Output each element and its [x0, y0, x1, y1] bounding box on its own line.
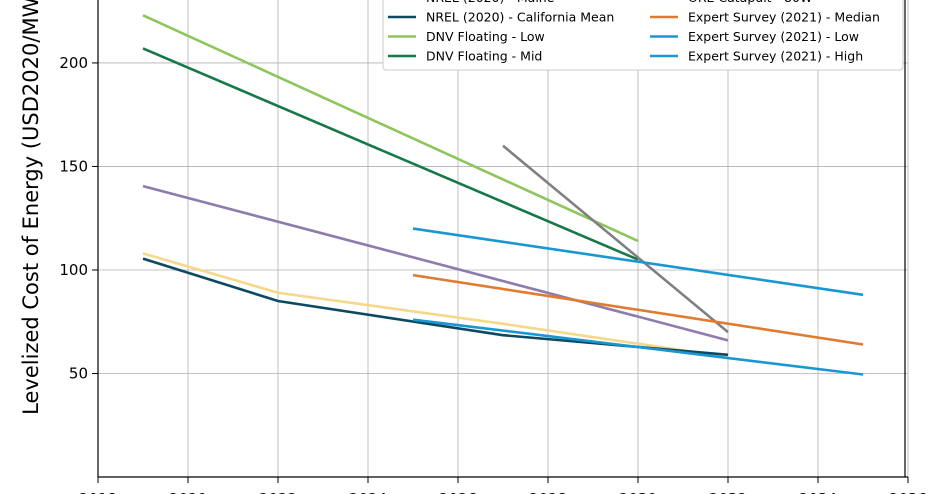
series-line [142, 257, 729, 357]
series-line [142, 47, 639, 261]
legend-box [382, 0, 904, 71]
series-line [412, 227, 864, 297]
y-tick-label: 50 [69, 364, 88, 382]
legend-label: Expert Survey (2021) - Low [688, 29, 859, 44]
series-line [502, 144, 729, 334]
series-line [412, 318, 864, 376]
series-line [142, 184, 729, 342]
series-line [142, 252, 729, 359]
grid [97, 0, 909, 477]
legend-label: DNV Floating - Low [426, 29, 545, 44]
series-line [412, 273, 864, 346]
series-line [142, 14, 639, 243]
legend-label: Expert Survey (2021) - Median [688, 10, 880, 25]
y-axis-label: Levelized Cost of Energy (USD2020/MWh) [19, 0, 43, 415]
x-tick-label: 2026 [439, 490, 477, 494]
legend: NREL (2020) - Maine NREL (2020) - Califor… [382, 0, 904, 71]
legend-label: DNV Floating - Mid [426, 49, 542, 64]
x-tick-label: 2018 [79, 490, 117, 494]
legend-label: NREL (2020) - California Mean [426, 10, 614, 25]
x-tick-label: 2036 [889, 490, 927, 494]
plot-lines [142, 14, 864, 376]
legend-label: Expert Survey (2021) - High [688, 49, 863, 64]
legend-label: ORE Catapult - 80W [688, 0, 812, 5]
y-tick-label: 100 [59, 261, 88, 279]
x-tick-label: 2034 [799, 490, 837, 494]
x-tick-label: 2030 [619, 490, 657, 494]
x-tick-label: 2024 [349, 490, 387, 494]
x-tick-label: 2020 [169, 490, 207, 494]
legend-label: NREL (2020) - Maine [426, 0, 555, 5]
axes: 2018 2020 2022 2024 2026 2028 2030 2032 2034 2036… [59, 0, 927, 494]
x-tick-label: 2028 [529, 490, 567, 494]
y-tick-label: 150 [59, 157, 88, 175]
x-tick-label: 2032 [709, 490, 747, 494]
x-tick-label: 2022 [259, 490, 297, 494]
y-tick-label: 200 [59, 54, 88, 72]
